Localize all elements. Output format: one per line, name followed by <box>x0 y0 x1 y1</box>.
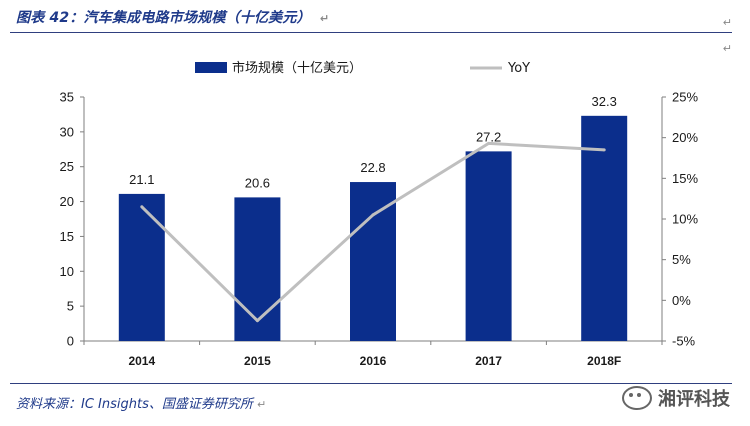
y-left-tick-label: 5 <box>67 299 74 314</box>
yoy-point <box>371 213 375 217</box>
x-tick-label: 2015 <box>244 354 271 368</box>
y-right-tick-label: 5% <box>672 252 691 267</box>
y-right-tick-label: 10% <box>672 212 698 227</box>
wechat-icon <box>622 386 652 410</box>
legend-label-bar: 市场规模（十亿美元） <box>232 60 362 76</box>
data-label: 32.3 <box>592 94 617 109</box>
title-rule <box>10 32 732 33</box>
watermark-text: 湘评科技 <box>658 389 730 410</box>
yoy-point <box>487 141 491 145</box>
return-mark-right-2: ↵ <box>722 42 732 55</box>
data-label: 20.6 <box>245 175 270 190</box>
x-tick-label: 2017 <box>475 354 502 368</box>
y-left-tick-label: 20 <box>60 194 74 209</box>
watermark: 湘评科技 <box>622 385 730 411</box>
yoy-point <box>140 205 144 209</box>
y-right-tick-label: 0% <box>672 293 691 308</box>
y-left-tick-label: 25 <box>60 159 74 174</box>
source-rule <box>10 383 732 384</box>
bar <box>465 151 512 341</box>
bar <box>118 193 165 341</box>
x-tick-label: 2014 <box>128 354 155 368</box>
bar <box>581 115 628 341</box>
y-left-tick-label: 10 <box>60 264 74 279</box>
data-label: 21.1 <box>129 172 154 187</box>
x-tick-label: 2018F <box>587 354 621 368</box>
y-left-tick-label: 15 <box>60 229 74 244</box>
return-mark: ↵ <box>319 12 330 25</box>
y-right-tick-label: 20% <box>672 130 698 145</box>
legend-label-line: YoY <box>507 61 530 76</box>
source-note: 资料来源：IC Insights、国盛证券研究所 ↵ <box>16 393 266 412</box>
y-left-tick-label: 35 <box>60 90 74 105</box>
x-tick-label: 2016 <box>360 354 387 368</box>
source-text: 资料来源：IC Insights、国盛证券研究所 <box>16 397 253 412</box>
page-title: 图表 42：汽车集成电路市场规模（十亿美元） ↵ <box>16 7 329 27</box>
return-mark-source: ↵ <box>257 398 267 411</box>
title-text: 图表 42：汽车集成电路市场规模（十亿美元） <box>16 10 311 26</box>
y-right-tick-label: 25% <box>672 90 698 105</box>
return-mark-right: ↵ <box>722 16 732 29</box>
y-left-tick-label: 0 <box>67 334 74 349</box>
y-right-tick-label: 15% <box>672 171 698 186</box>
y-right-tick-label: -5% <box>672 334 696 349</box>
legend-swatch-bar <box>195 62 227 73</box>
bar <box>234 197 281 341</box>
data-label: 22.8 <box>360 160 385 175</box>
data-label: 27.2 <box>476 129 501 144</box>
bar <box>350 182 396 341</box>
yoy-point <box>255 319 259 323</box>
y-left-tick-label: 30 <box>60 124 74 139</box>
yoy-point <box>602 148 606 152</box>
